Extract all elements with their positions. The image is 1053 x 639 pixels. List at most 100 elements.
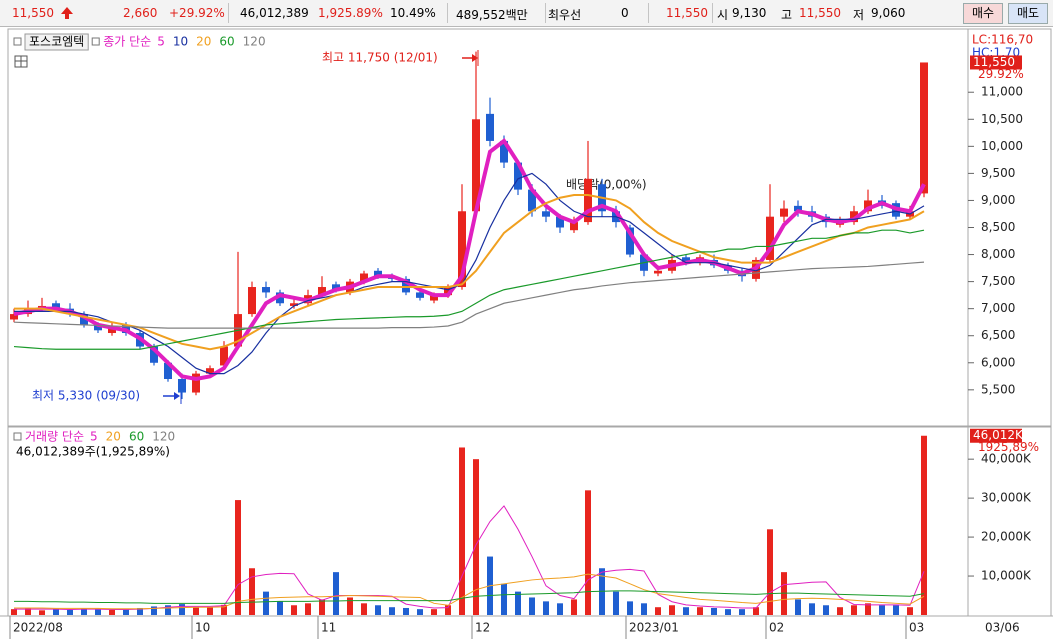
volume-bar (641, 603, 647, 615)
annotation-arrowhead (174, 392, 180, 400)
volume-bar (39, 610, 45, 615)
candle-body (626, 227, 634, 255)
volume-bar (389, 607, 395, 615)
volume-bar (501, 583, 507, 615)
sell-button[interactable]: 매도 (1008, 3, 1049, 24)
volume-bar (809, 603, 815, 615)
volume-bar (361, 603, 367, 615)
y-tick-label: 7,000 (981, 301, 1015, 315)
volume-bar (851, 605, 857, 615)
volume-bar (837, 607, 843, 615)
volume-bar (123, 609, 129, 615)
candle-body (416, 292, 424, 298)
volume-bar (515, 591, 521, 615)
current-price: 11,550 (12, 6, 54, 20)
volume-bar (767, 529, 773, 615)
y-tick-label: 9,500 (981, 166, 1015, 180)
candle-body (920, 62, 928, 194)
candle-body (472, 119, 480, 212)
candle-body (430, 295, 438, 301)
moving-average (14, 194, 925, 351)
volume-bar (417, 609, 423, 615)
x-tick-label: 02 (769, 621, 784, 635)
candle-body (458, 211, 466, 288)
annotation-high: 최고 11,750 (12/01) (322, 51, 438, 65)
best-value: 0 (621, 6, 629, 20)
volume-bar (753, 607, 759, 615)
x-axis-strip (0, 616, 1053, 639)
y-tick-label: 5,500 (981, 382, 1015, 396)
y-tick-label: 10,000 (981, 139, 1023, 153)
candle-body (542, 211, 550, 217)
volume-bar (739, 609, 745, 615)
y-tick-label: 10,500 (981, 112, 1023, 126)
volume-bar (921, 435, 927, 615)
candle-body (164, 362, 172, 380)
volume-bar (865, 603, 871, 615)
y-tick-label: 20,000K (981, 530, 1032, 544)
last-value-label: 46,012K (973, 428, 1024, 442)
annotation-arrowhead (472, 54, 478, 62)
legend-icon (13, 37, 22, 46)
volume-bar (305, 603, 311, 615)
legend-entry: 120 (152, 430, 175, 444)
last-value-box (970, 55, 1022, 70)
candle-body (150, 346, 158, 363)
candle-body (402, 278, 410, 293)
volume-bar (459, 447, 465, 615)
stock-name-box (24, 33, 89, 51)
candle-body (332, 284, 340, 290)
moving-average (13, 229, 925, 350)
y-tick-label: 6,000 (981, 355, 1015, 369)
volume-bar (473, 459, 479, 615)
legend-entry: 120 (243, 35, 266, 49)
volume-bar (529, 597, 535, 615)
buy-button[interactable]: 매수 (963, 3, 1004, 24)
legend-icon (91, 37, 100, 46)
annotation-dividend: 배당락(0,00%) (566, 178, 647, 192)
y-tick-label: 40,000K (981, 452, 1032, 466)
legend-entry: 5 (90, 430, 98, 444)
candle-body (444, 287, 452, 296)
candle-body (584, 178, 592, 223)
volume-bar (193, 607, 199, 615)
candle-body (52, 303, 60, 309)
y-tick-label: 11,000 (981, 85, 1023, 99)
candle-body (654, 270, 662, 274)
volume-bar (725, 609, 731, 615)
candle-body (248, 287, 256, 315)
volume-panel (7, 426, 1052, 617)
volume-bar (67, 609, 73, 615)
volume-bar (655, 607, 661, 615)
moving-average (13, 138, 926, 382)
last-value-box (970, 428, 1022, 443)
legend-entry: 60 (219, 35, 234, 49)
candle-body (766, 216, 774, 260)
candle-body (94, 324, 102, 331)
volume-pct: 1,925.89% (318, 6, 383, 20)
candle-body (374, 270, 382, 277)
volume-bar (375, 605, 381, 615)
candle-body (864, 200, 872, 212)
legend-entry: 60 (129, 430, 144, 444)
candle-body (794, 205, 802, 212)
change-label: 1925,89% (978, 440, 1039, 454)
x-axis-last-date: 03/06 (985, 621, 1020, 635)
volume-bar (207, 607, 213, 615)
turnover: 10.49% (390, 6, 436, 20)
candle-body (108, 327, 116, 334)
volume-bar (585, 490, 591, 615)
volume-bar (137, 607, 143, 615)
candle-body (276, 292, 284, 304)
volume-bar (53, 609, 59, 615)
volume-bar (613, 591, 619, 615)
high-label: 고 (781, 8, 793, 22)
volume-bar (333, 572, 339, 615)
volume-bar (277, 601, 283, 615)
candle-body (500, 140, 508, 163)
change-label: 29.92% (978, 67, 1024, 81)
volume-bar (711, 607, 717, 615)
candle-body (220, 346, 228, 366)
change-pct: +29.92% (169, 6, 225, 20)
